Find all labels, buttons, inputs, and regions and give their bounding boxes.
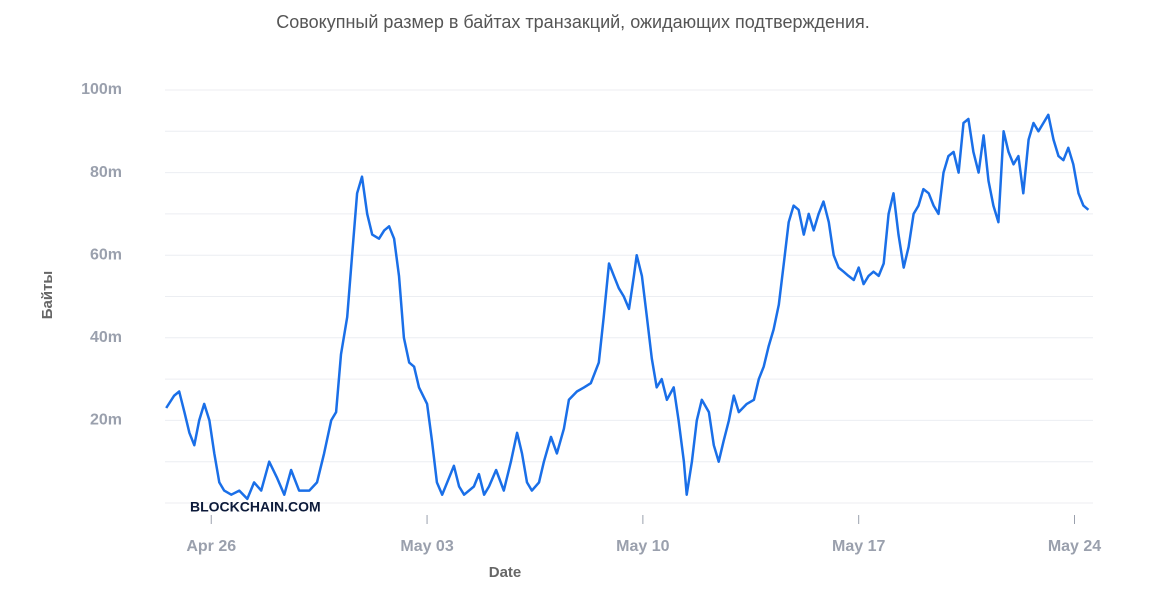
data-line (165, 113, 1090, 501)
watermark: BLOCKCHAIN.COM (190, 499, 321, 515)
y-tick-label: 60m (90, 246, 122, 263)
x-tick-label: May 17 (832, 538, 885, 555)
y-tick-label: 80m (90, 164, 122, 181)
y-tick-label: 100m (81, 81, 122, 98)
x-tick-label: Apr 26 (186, 538, 236, 555)
chart-subtitle: Совокупный размер в байтах транзакций, о… (276, 12, 870, 32)
x-axis-label: Date (489, 564, 522, 581)
x-tick-label: May 24 (1048, 538, 1101, 555)
x-tick-label: May 10 (616, 538, 669, 555)
y-tick-label: 40m (90, 329, 122, 346)
y-tick-label: 20m (90, 412, 122, 429)
y-axis-label: Байты (39, 271, 56, 320)
x-tick-label: May 03 (400, 538, 453, 555)
